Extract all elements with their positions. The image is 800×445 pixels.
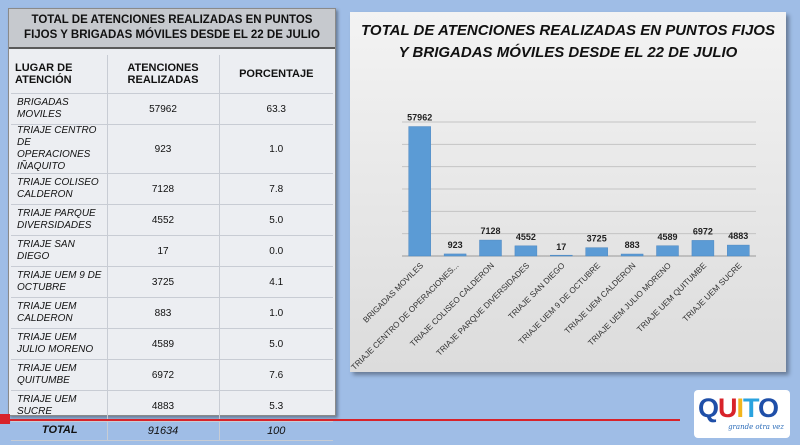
cell-count: 17 — [107, 235, 220, 267]
data-label: 17 — [556, 242, 566, 252]
table-row: TRIAJE PARQUE DIVERSIDADES 4552 5.0 — [11, 204, 333, 236]
header-percentage: PORCENTAJE — [219, 55, 333, 94]
quito-logo: QUITO grande otra vez — [694, 390, 790, 438]
cell-percentage: 5.0 — [219, 204, 333, 236]
cell-place: TOTAL — [11, 421, 108, 441]
data-label: 4552 — [516, 232, 536, 242]
bar — [550, 254, 573, 257]
table-row: TRIAJE COLISEO CALDERON 7128 7.8 — [11, 173, 333, 205]
cell-percentage: 7.6 — [219, 359, 333, 391]
data-label: 7128 — [480, 226, 500, 236]
table-row: TRIAJE UEM QUITUMBE 6972 7.6 — [11, 359, 333, 391]
bar — [691, 240, 715, 257]
table-row: TRIAJE UEM 9 DE OCTUBRE 3725 4.1 — [11, 266, 333, 298]
cell-place: TRIAJE UEM QUITUMBE — [11, 359, 108, 391]
bar — [408, 126, 431, 257]
cell-count: 57962 — [107, 93, 220, 125]
category-label: TRIAJE UEM QUITUMBE — [635, 261, 708, 334]
data-label: 57962 — [407, 113, 432, 123]
cell-percentage: 5.3 — [219, 390, 333, 422]
cell-count: 883 — [107, 297, 220, 329]
chart-title: TOTAL DE ATENCIONES REALIZADAS EN PUNTOS… — [361, 22, 775, 61]
cell-percentage: 5.0 — [219, 328, 333, 360]
cell-place: BRIGADAS MOVILES — [11, 93, 108, 125]
cell-count: 91634 — [107, 421, 220, 441]
bar — [585, 247, 608, 257]
table-title: TOTAL DE ATENCIONES REALIZADAS EN PUNTOS… — [9, 9, 335, 49]
table-row: TRIAJE UEM CALDERON 883 1.0 — [11, 297, 333, 329]
data-label: 4883 — [728, 231, 748, 241]
cell-percentage: 1.0 — [219, 297, 333, 329]
cell-count: 6972 — [107, 359, 220, 391]
cell-count: 4883 — [107, 390, 220, 422]
table-row: TRIAJE SAN DIEGO 17 0.0 — [11, 235, 333, 267]
cell-percentage: 63.3 — [219, 93, 333, 125]
header-count: ATENCIONES REALIZADAS — [107, 55, 220, 94]
cell-percentage: 1.0 — [219, 124, 333, 174]
bar — [620, 253, 644, 257]
bar — [479, 239, 502, 257]
table-row: TRIAJE UEM SUCRE 4883 5.3 — [11, 390, 333, 422]
table-row: TRIAJE CENTRO DE OPERACIONES IÑAQUITO 923… — [11, 124, 333, 174]
category-label: TRIAJE UEM CALDERON — [563, 261, 638, 336]
cell-place: TRIAJE UEM SUCRE — [11, 390, 108, 422]
bar — [443, 253, 467, 257]
chart-panel: 57962 BRIGADAS MOVILES 923 TRIAJE CENTRO DE… — [350, 12, 786, 372]
attentions-table: LUGAR DE ATENCIÓN ATENCIONES REALIZADAS … — [11, 55, 333, 441]
bar — [656, 245, 679, 257]
header-place: LUGAR DE ATENCIÓN — [11, 55, 108, 94]
cell-place: TRIAJE UEM CALDERON — [11, 297, 108, 329]
data-label: 883 — [625, 240, 640, 250]
category-label: TRIAJE UEM SUCRE — [681, 261, 744, 324]
cell-count: 4589 — [107, 328, 220, 360]
table-row: TRIAJE UEM JULIO MORENO 4589 5.0 — [11, 328, 333, 360]
cell-count: 7128 — [107, 173, 220, 205]
cell-place: TRIAJE UEM 9 DE OCTUBRE — [11, 266, 108, 298]
cell-count: 3725 — [107, 266, 220, 298]
bar — [727, 244, 750, 257]
data-label: 4589 — [657, 232, 677, 242]
bar — [514, 245, 538, 257]
cell-place: TRIAJE SAN DIEGO — [11, 235, 108, 267]
table-total-row: TOTAL 91634 100 — [11, 421, 333, 441]
cell-percentage: 100 — [219, 421, 333, 441]
category-label: BRIGADAS MOVILES — [361, 261, 425, 325]
cell-count: 923 — [107, 124, 220, 174]
data-label: 3725 — [587, 234, 607, 244]
cell-place: TRIAJE COLISEO CALDERON — [11, 173, 108, 205]
table-panel: TOTAL DE ATENCIONES REALIZADAS EN PUNTOS… — [8, 8, 336, 441]
logo-wordmark: QUITO — [698, 393, 779, 423]
data-label: 6972 — [693, 226, 713, 236]
cell-count: 4552 — [107, 204, 220, 236]
cell-place: TRIAJE PARQUE DIVERSIDADES — [11, 204, 108, 236]
cell-place: TRIAJE CENTRO DE OPERACIONES IÑAQUITO — [11, 124, 108, 174]
cell-percentage: 7.8 — [219, 173, 333, 205]
logo-tagline: grande otra vez — [728, 423, 784, 431]
decorative-line — [0, 419, 680, 421]
table-row: BRIGADAS MOVILES 57962 63.3 — [11, 93, 333, 125]
table-header-row: LUGAR DE ATENCIÓN ATENCIONES REALIZADAS … — [11, 55, 333, 94]
cell-percentage: 4.1 — [219, 266, 333, 298]
cell-percentage: 0.0 — [219, 235, 333, 267]
cell-place: TRIAJE UEM JULIO MORENO — [11, 328, 108, 360]
data-label: 923 — [448, 240, 463, 250]
